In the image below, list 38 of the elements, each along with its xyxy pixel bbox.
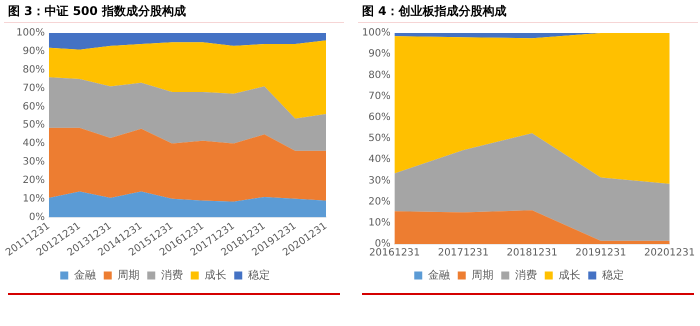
y-tick-label: 70% [368,90,391,102]
x-tick-label: 20191231 [575,248,626,259]
y-tick-label: 40% [368,154,391,166]
legend-label: 稳定 [602,268,624,282]
y-tick-label: 90% [22,46,45,58]
legend-label: 金融 [74,268,96,282]
y-tick-label: 90% [368,48,391,60]
chart-title: 图 4：创业板指成分股构成 [358,0,698,23]
y-tick-label: 80% [22,64,45,76]
x-tick-label: 20201231 [644,248,696,259]
legend-label: 金融 [428,268,450,282]
x-tick-label: 20161231 [369,248,420,259]
y-tick-label: 100% [16,28,45,39]
y-tick-label: 30% [22,156,45,168]
y-tick-label: 10% [22,193,45,204]
y-tick-label: 20% [22,174,45,186]
y-tick-label: 50% [368,133,391,144]
legend-label: 消费 [514,268,537,282]
legend-label: 消费 [160,268,183,282]
y-tick-label: 70% [22,82,45,94]
y-tick-label: 60% [368,112,391,123]
x-tick-label: 20181231 [506,248,558,259]
legend-label: 周期 [117,268,140,282]
legend-label: 稳定 [248,268,270,282]
y-tick-label: 60% [22,101,45,112]
y-tick-label: 40% [22,138,45,150]
y-tick-label: 50% [22,120,45,131]
y-tick-label: 80% [368,70,391,81]
x-tick-label: 20171231 [438,248,489,259]
y-tick-label: 100% [362,28,391,39]
y-tick-label: 0% [29,212,45,223]
legend-label: 成长 [558,268,580,282]
legend-label: 成长 [204,268,226,282]
y-tick-label: 20% [368,196,391,208]
y-tick-label: 30% [368,175,391,186]
y-tick-label: 10% [368,217,391,228]
legend-label: 周期 [471,268,494,282]
chart-title: 图 3：中证 500 指数成分股构成 [4,0,344,23]
